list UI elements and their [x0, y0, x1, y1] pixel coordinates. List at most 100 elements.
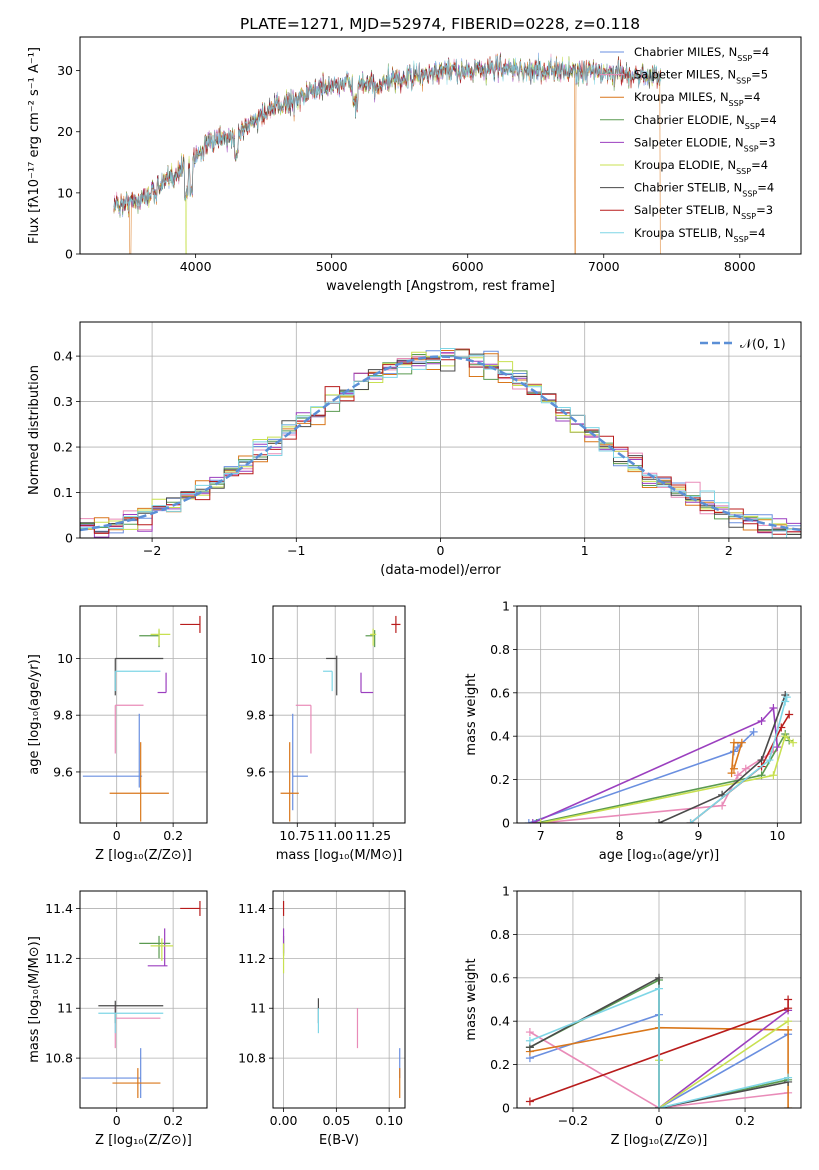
data-point-2 [109, 742, 169, 822]
age_vs_mass-plot: 10.75 11.00 11.25 9.6 9.8 10 mass [log₁₀(M/M⊙)… [246, 605, 406, 863]
weight-marker-4 [757, 717, 766, 726]
axes-frame [79, 36, 802, 255]
x-tick-label: 0 [655, 1113, 663, 1128]
mass_vs_ebv-plot: 0.00 0.05 0.10 10.8 11 11.2 11.4 E(B-V) [238, 890, 406, 1148]
data-point-5 [370, 628, 377, 646]
legend-entry-8: Kroupa STELIB, NSSP=4 [634, 226, 765, 244]
y-tick-label: 11.4 [238, 901, 266, 916]
weight-line-2 [529, 1026, 789, 1108]
y-tick-label: 0 [65, 247, 73, 262]
axes-frame [79, 605, 208, 824]
weight-line-3 [536, 732, 790, 823]
weight-marker-7 [785, 710, 794, 719]
x-tick-label: 8000 [724, 259, 756, 274]
y-tick-label: 9.8 [246, 708, 266, 723]
data-point-7 [180, 900, 201, 916]
weight-line-4 [532, 706, 779, 823]
legend-entry-7: Salpeter STELIB, NSSP=3 [634, 203, 773, 221]
y-tick-label: 11.4 [45, 901, 73, 916]
weight_vs_Z-plot: −0.2 0 0.2 0 0.2 0.4 0.6 0.8 1 Z [log₁₀(Z/Z⊙)] mas… [464, 884, 802, 1148]
weight-marker-3 [532, 819, 541, 823]
x-tick-label: −0.2 [558, 1113, 588, 1128]
weight-marker-5 [781, 732, 790, 741]
weight-marker-7 [784, 1004, 793, 1013]
spectrum-plot: 4000 5000 6000 7000 8000 0 10 20 30 wavelength [A… [27, 36, 802, 294]
data-point-5 [150, 628, 171, 646]
data-point-7 [391, 615, 401, 633]
weight-marker-6 [655, 973, 663, 982]
y-tick-label: 10.8 [45, 1051, 73, 1066]
weight-marker-2 [784, 1104, 793, 1108]
x-axis-label: Z [log₁₀(Z/Z⊙)] [611, 1133, 708, 1148]
y-tick-label: 10.8 [238, 1051, 266, 1066]
weight-line-5 [540, 734, 794, 823]
data-point-2 [112, 1068, 161, 1099]
y-tick-label: 10 [57, 651, 73, 666]
data-point-3 [139, 935, 171, 959]
x-tick-label: −2 [143, 543, 161, 558]
y-tick-label: 0 [502, 1101, 510, 1116]
x-tick-label: 0 [113, 828, 121, 843]
y-tick-label: 0.4 [490, 729, 510, 744]
weight-marker-5 [789, 738, 798, 747]
x-tick-label: 0 [437, 543, 445, 558]
weight-marker-2 [784, 1025, 793, 1034]
mass_vs_Z-marks [81, 900, 201, 1099]
y-tick-label: 9.6 [246, 764, 266, 779]
age_vs_mass-marks [280, 615, 401, 822]
data-point-8 [114, 670, 161, 692]
weight-marker-4 [769, 703, 778, 712]
y-tick-label: 0.8 [490, 927, 510, 942]
data-point-8 [98, 1012, 164, 1034]
data-point-5 [150, 938, 174, 961]
weight_vs_Z-marks [525, 973, 793, 1108]
y-tick-label: 0 [65, 531, 73, 546]
data-point-4 [360, 672, 374, 694]
legend-entry-0: Chabrier MILES, NSSP=4 [634, 45, 769, 63]
data-point-0 [292, 713, 308, 811]
weight-line-0 [528, 731, 755, 823]
x-tick-label: 2 [725, 543, 733, 558]
weight-line-8 [529, 987, 789, 1108]
x-axis-label: E(B-V) [319, 1133, 359, 1148]
y-axis-label: mass weight [464, 958, 479, 1040]
weight-marker-2 [729, 738, 738, 747]
x-axis-label: mass [log₁₀(M/M⊙)] [276, 848, 403, 863]
spectrum-line-8 [113, 55, 662, 215]
data-point-6 [98, 1000, 164, 1024]
data-point-4 [147, 928, 168, 967]
x-tick-label: 6000 [452, 259, 484, 274]
legend-entry-3: Chabrier ELODIE, NSSP=4 [634, 113, 777, 131]
axes-frame [79, 321, 802, 539]
axes-frame [272, 605, 406, 824]
x-tick-label: 11.25 [355, 828, 391, 843]
y-tick-label: 11.2 [238, 951, 266, 966]
age_vs_Z-marks [82, 615, 201, 822]
x-tick-label: 0.05 [322, 1113, 350, 1128]
y-tick-label: 0.2 [490, 772, 510, 787]
y-tick-label: 11.2 [45, 951, 73, 966]
weight-marker-1 [718, 801, 727, 810]
legend-entry-2: Kroupa MILES, NSSP=4 [634, 90, 760, 108]
weight-marker-8 [655, 984, 663, 993]
y-axis-label: mass [log₁₀(M/M⊙)] [27, 936, 42, 1063]
weight-marker-8 [781, 697, 790, 706]
weight-marker-0 [524, 819, 533, 823]
x-tick-label: 10.75 [279, 828, 315, 843]
weight-marker-6 [655, 819, 663, 823]
data-point-1 [114, 704, 144, 754]
x-tick-label: 0.2 [735, 1113, 755, 1128]
x-axis-label: wavelength [Angstrom, rest frame] [326, 279, 555, 294]
weight-marker-1 [733, 771, 742, 780]
weight-marker-1 [525, 1028, 534, 1037]
x-tick-label: 4000 [180, 259, 212, 274]
weight-marker-5 [536, 819, 545, 823]
residuals-plot: −2 −1 0 1 2 0 0.1 0.2 0.3 0.4 (data-model)/error No… [27, 321, 802, 578]
weight-marker-4 [528, 819, 537, 823]
weight_vs_age-plot: 7 8 9 10 0 0.2 0.4 0.6 0.8 1 age [log₁₀(age/yr)] ma… [464, 599, 802, 863]
y-tick-label: 0.2 [490, 1057, 510, 1072]
weight-marker-5 [769, 771, 778, 780]
data-point-1 [114, 1005, 161, 1049]
data-point-6 [326, 655, 338, 696]
y-tick-label: 10 [57, 185, 73, 200]
